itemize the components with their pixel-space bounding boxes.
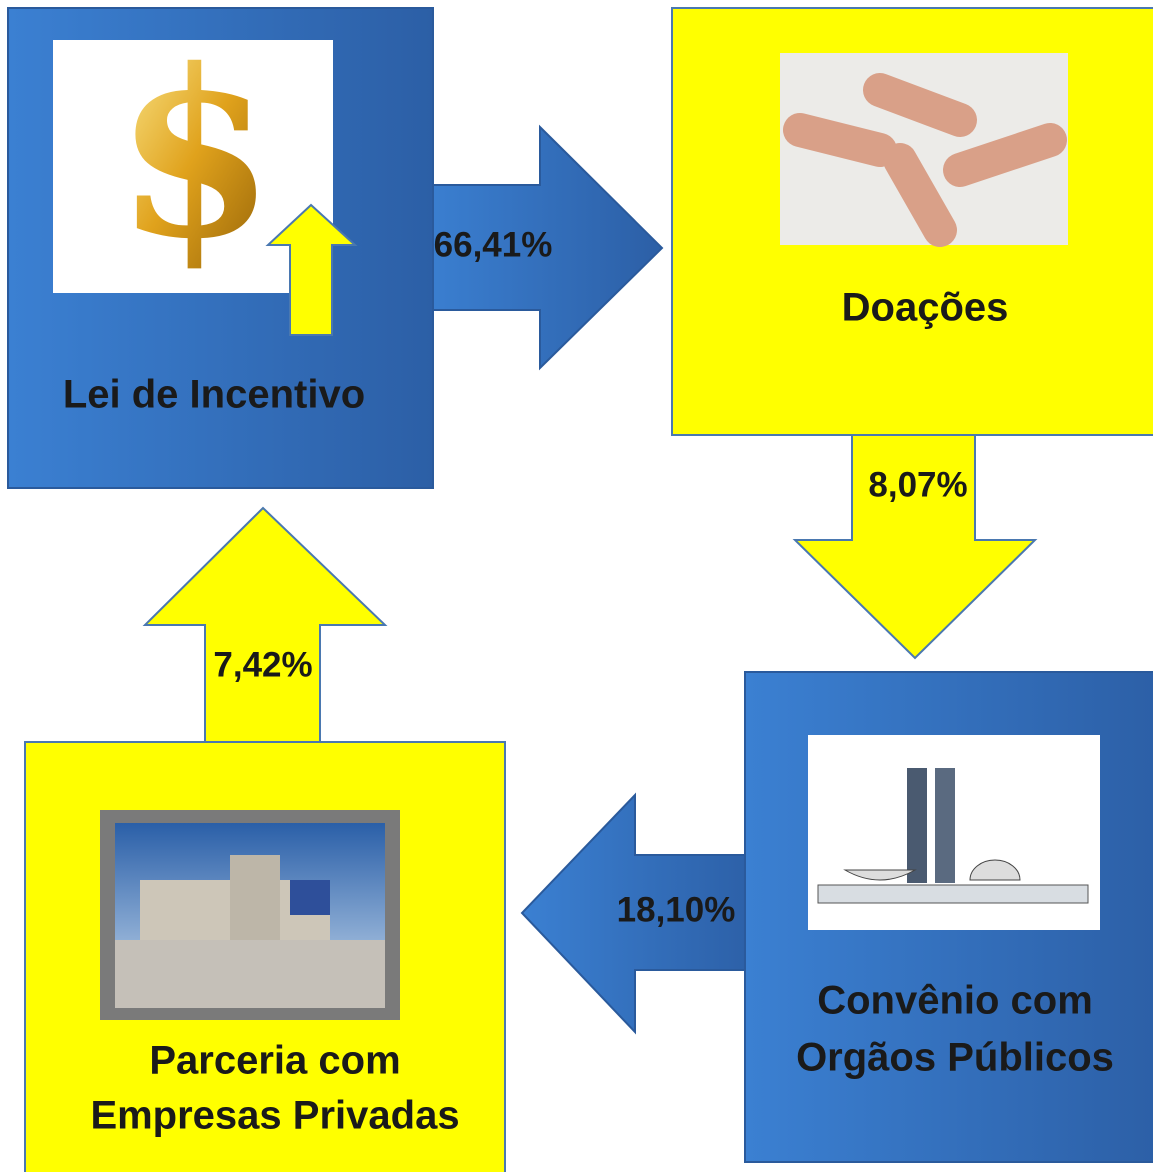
node-label: Orgãos Públicos [796, 1036, 1114, 1080]
diagram: $ Lei de Incentivo Doações Convênio com … [0, 0, 1153, 1172]
building-image [100, 810, 400, 1020]
arrow-up [145, 508, 385, 760]
node-label: Convênio com [817, 979, 1093, 1023]
arrow-label: 66,41% [434, 225, 553, 264]
arrow-label: 18,10% [617, 890, 736, 929]
node-label: Empresas Privadas [90, 1094, 459, 1138]
node-label: Parceria com [149, 1039, 400, 1083]
congress-image [808, 735, 1100, 930]
arrow-down [795, 420, 1035, 658]
node-label: Lei de Incentivo [63, 373, 365, 417]
arrow-label: 8,07% [868, 465, 967, 504]
arrow-label: 7,42% [213, 645, 312, 684]
dollar-image: $ [53, 20, 355, 335]
hands-image [780, 53, 1068, 245]
svg-text:$: $ [115, 20, 275, 290]
node-label: Doações [842, 286, 1009, 330]
